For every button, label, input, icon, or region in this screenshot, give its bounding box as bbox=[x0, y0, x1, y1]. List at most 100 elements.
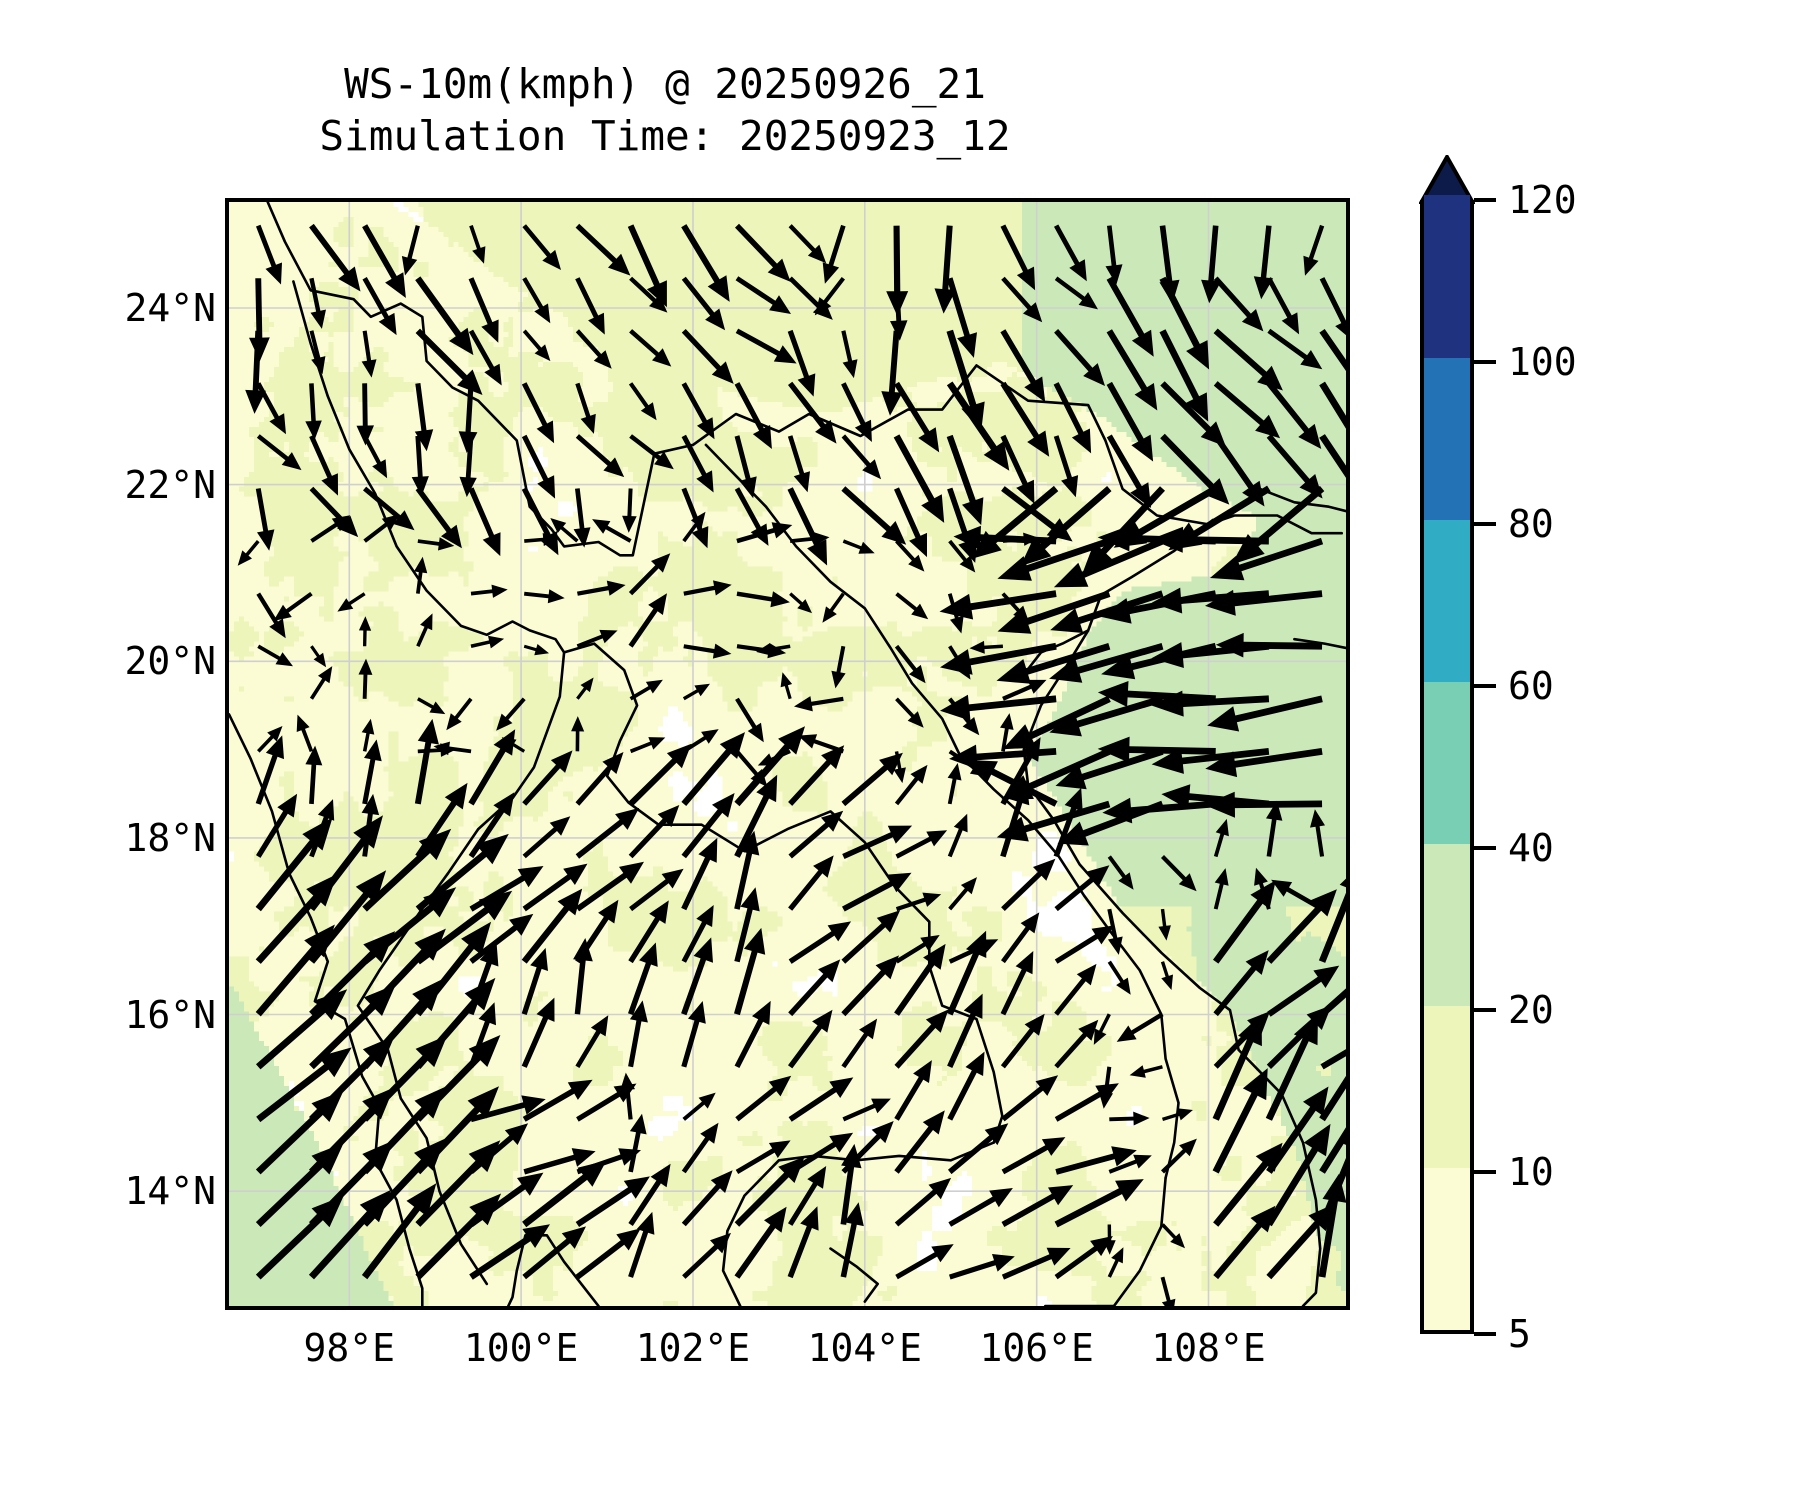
wind-vector-arrow bbox=[789, 592, 812, 614]
wind-vector-arrow bbox=[894, 764, 928, 806]
wind-vector-arrow bbox=[948, 1188, 1013, 1227]
wind-vector-arrow bbox=[841, 486, 907, 545]
wind-vector-arrow bbox=[1000, 224, 1036, 291]
wind-vector-arrow bbox=[361, 330, 377, 378]
colorbar-tick-mark bbox=[1474, 198, 1496, 202]
wind-vector-arrow bbox=[969, 640, 1003, 654]
wind-vector-arrow bbox=[1310, 809, 1325, 857]
wind-vector-arrow bbox=[1151, 587, 1270, 614]
wind-vector-arrow bbox=[949, 744, 1057, 770]
colorbar-tick-label: 60 bbox=[1508, 664, 1554, 708]
wind-vector-arrow bbox=[1001, 276, 1043, 323]
colorbar-tick-label: 100 bbox=[1508, 340, 1577, 384]
wind-vector-arrow bbox=[681, 487, 709, 549]
wind-vector-arrow bbox=[734, 1156, 805, 1227]
wind-vector-arrow bbox=[949, 1254, 1015, 1280]
wind-vector-arrow bbox=[414, 383, 434, 452]
x-tick-label: 106°E bbox=[979, 1326, 1094, 1370]
wind-vector-arrow bbox=[256, 592, 286, 639]
wind-vector-arrow bbox=[788, 959, 841, 1017]
wind-vector-arrow bbox=[1266, 277, 1300, 335]
wind-vector-arrow bbox=[1000, 434, 1035, 504]
wind-vector-arrow bbox=[362, 224, 406, 298]
wind-vector-arrow bbox=[362, 739, 382, 805]
wind-vector-arrow bbox=[622, 488, 637, 533]
wind-vector-arrow bbox=[1106, 329, 1158, 411]
wind-vector-arrow bbox=[1254, 867, 1271, 910]
wind-vector-arrow bbox=[470, 584, 508, 598]
wind-vector-arrow bbox=[881, 330, 903, 416]
y-tick-label: 14°N bbox=[124, 1169, 216, 1214]
wind-vector-arrow bbox=[894, 487, 927, 558]
wind-vector-arrow bbox=[934, 225, 957, 314]
wind-vector-arrow bbox=[415, 328, 483, 395]
wind-vector-arrow bbox=[895, 935, 940, 964]
wind-vector-arrow bbox=[468, 942, 499, 1016]
wind-vector-arrow bbox=[362, 435, 388, 479]
wind-vector-arrow bbox=[361, 718, 375, 752]
wind-vector-arrow bbox=[362, 928, 446, 1017]
wind-vector-arrow bbox=[1213, 868, 1229, 910]
wind-vector-arrow bbox=[948, 539, 976, 573]
wind-vector-arrow bbox=[1001, 912, 1040, 964]
wind-vector-arrow bbox=[501, 737, 526, 753]
wind-vector-arrow bbox=[893, 434, 945, 523]
colorbar-segment bbox=[1424, 1005, 1470, 1168]
wind-vector-arrow bbox=[948, 939, 999, 964]
wind-vector-arrow bbox=[1320, 1049, 1346, 1070]
wind-vector-arrow bbox=[1266, 1005, 1332, 1069]
wind-vector-arrow bbox=[415, 833, 509, 912]
wind-vector-arrow bbox=[947, 487, 978, 563]
wind-vector-arrow bbox=[1053, 435, 1079, 498]
wind-vector-arrow bbox=[1093, 1013, 1111, 1045]
wind-vector-arrow bbox=[256, 224, 282, 285]
wind-vector-arrow bbox=[522, 816, 571, 859]
wind-vector-arrow bbox=[309, 486, 359, 538]
wind-vector-arrow bbox=[245, 330, 266, 414]
wind-vector-arrow bbox=[1105, 225, 1123, 285]
wind-vector-arrow bbox=[788, 1132, 854, 1175]
wind-vector-arrow bbox=[953, 525, 1057, 550]
wind-vector-arrow bbox=[575, 807, 640, 859]
wind-vector-arrow bbox=[362, 277, 397, 336]
wind-quiver-layer bbox=[237, 223, 1346, 1306]
wind-vector-arrow bbox=[1000, 329, 1046, 403]
wind-vector-arrow bbox=[788, 1009, 833, 1069]
wind-vector-arrow bbox=[629, 329, 672, 367]
wind-vector-arrow bbox=[1160, 433, 1230, 505]
border-path bbox=[229, 713, 424, 1306]
wind-vector-arrow bbox=[575, 899, 619, 964]
wind-vector-arrow bbox=[1266, 434, 1323, 499]
wind-vector-arrow bbox=[681, 382, 715, 440]
wind-vector-arrow bbox=[1001, 1185, 1074, 1227]
wind-vector-arrow bbox=[361, 793, 380, 857]
colorbar-segment bbox=[1424, 843, 1470, 1006]
wind-vector-arrow bbox=[735, 328, 797, 364]
wind-vector-arrow bbox=[1001, 748, 1111, 800]
wind-vector-arrow bbox=[681, 793, 735, 859]
wind-vector-arrow bbox=[414, 718, 439, 805]
wind-vector-arrow bbox=[1205, 748, 1323, 778]
wind-vector-arrow bbox=[628, 593, 667, 648]
wind-vector-arrow bbox=[841, 752, 903, 807]
wind-vector-arrow bbox=[522, 277, 551, 324]
wind-vector-arrow bbox=[735, 1140, 791, 1174]
wind-vector-arrow bbox=[629, 434, 674, 470]
colorbar-tick-label: 5 bbox=[1508, 1312, 1531, 1356]
wind-vector-arrow bbox=[1213, 276, 1264, 332]
chart-title: WS-10m(kmph) @ 20250926_21 Simulation Ti… bbox=[0, 58, 1330, 163]
wind-vector-arrow bbox=[1253, 225, 1274, 300]
wind-vector-arrow bbox=[1266, 800, 1283, 857]
wind-vector-arrow bbox=[576, 677, 594, 700]
wind-vector-arrow bbox=[415, 782, 468, 859]
title-line-2: Simulation Time: 20250923_12 bbox=[319, 112, 1011, 161]
wind-vector-arrow bbox=[1319, 381, 1346, 429]
wind-vector-arrow bbox=[1000, 381, 1050, 457]
wind-vector-arrow bbox=[1055, 1146, 1137, 1175]
wind-vector-arrow bbox=[358, 658, 373, 699]
wind-vector-arrow bbox=[521, 997, 555, 1068]
wind-vector-arrow bbox=[629, 276, 668, 313]
wind-vector-arrow bbox=[575, 223, 631, 276]
wind-vector-arrow bbox=[629, 737, 666, 754]
